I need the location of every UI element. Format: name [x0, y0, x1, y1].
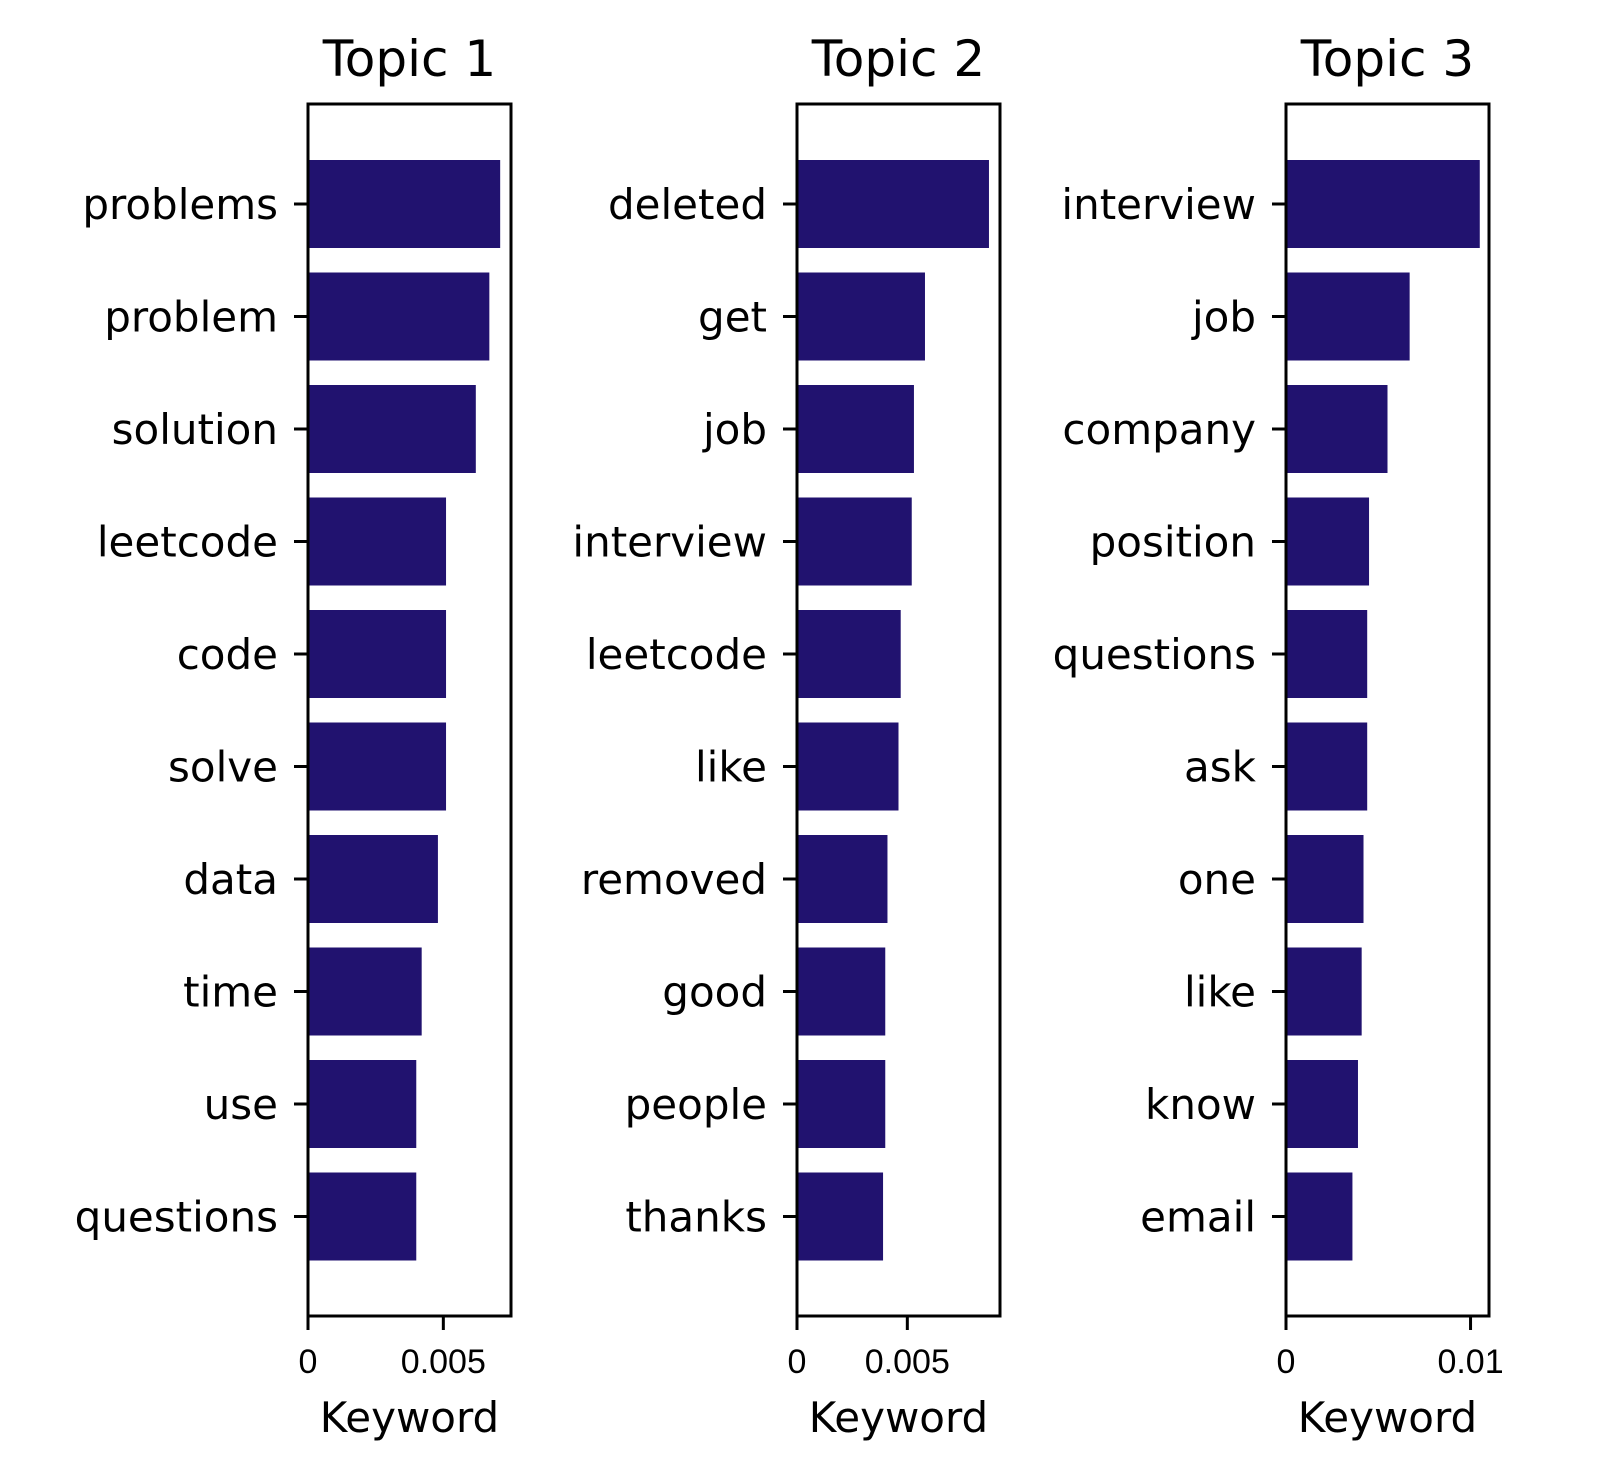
bar-ask — [1286, 722, 1368, 811]
category-label: questions — [75, 1193, 278, 1242]
bar-time — [308, 947, 422, 1036]
bar-solve — [308, 722, 447, 811]
bar-solution — [308, 385, 476, 473]
bar-problem — [308, 272, 490, 361]
plot-frame — [795, 102, 1002, 1318]
plot-frame — [1284, 102, 1491, 1318]
category-label: company — [1062, 405, 1256, 454]
category-label: thanks — [625, 1193, 767, 1242]
x-axis-label: Keyword — [809, 1393, 988, 1442]
category-label: people — [625, 1080, 767, 1129]
x-tick-label: 0.005 — [401, 1343, 486, 1381]
panel-title: Topic 1 — [322, 30, 496, 88]
plot-frame — [306, 102, 513, 1318]
x-tick-label: 0.01 — [1437, 1343, 1503, 1381]
category-label: leetcode — [97, 518, 278, 567]
bar-position — [1286, 497, 1370, 586]
x-tick-label: 0 — [788, 1343, 807, 1381]
category-label: job — [702, 405, 767, 454]
bar-code — [308, 610, 447, 698]
bar-interview — [1286, 160, 1480, 248]
bar-data — [308, 835, 438, 923]
bar-problems — [308, 160, 501, 248]
category-label: leetcode — [586, 630, 767, 679]
category-label: data — [183, 855, 278, 904]
category-label: one — [1178, 855, 1256, 904]
bar-email — [1286, 1172, 1353, 1261]
bar-use — [308, 1060, 417, 1148]
x-axis-label: Keyword — [1298, 1393, 1477, 1442]
category-label: solve — [168, 743, 278, 792]
bar-know — [1286, 1060, 1358, 1148]
category-label: code — [177, 630, 278, 679]
category-label: like — [1184, 968, 1256, 1017]
category-label: interview — [1061, 180, 1256, 229]
bar-interview — [797, 497, 912, 586]
bar-thanks — [797, 1172, 884, 1261]
category-label: removed — [581, 855, 767, 904]
bar-job — [1286, 272, 1410, 361]
category-label: email — [1140, 1193, 1256, 1242]
category-label: time — [183, 968, 278, 1017]
bar-questions — [1286, 610, 1368, 698]
category-label: like — [695, 743, 767, 792]
x-tick-label: 0 — [1277, 1343, 1296, 1381]
category-label: solution — [112, 405, 278, 454]
category-label: problem — [104, 293, 278, 342]
x-tick-label: 0.005 — [865, 1343, 950, 1381]
category-label: good — [662, 968, 767, 1017]
category-label: interview — [572, 518, 767, 567]
bar-get — [797, 272, 925, 361]
bar-like — [797, 722, 899, 811]
bar-like — [1286, 947, 1362, 1036]
bar-removed — [797, 835, 888, 923]
category-label: deleted — [608, 180, 767, 229]
category-label: ask — [1184, 743, 1257, 792]
bar-deleted — [797, 160, 989, 248]
bar-job — [797, 385, 914, 473]
x-tick-label: 0 — [299, 1343, 318, 1381]
category-label: position — [1090, 518, 1256, 567]
bar-people — [797, 1060, 886, 1148]
x-axis-label: Keyword — [320, 1393, 499, 1442]
bar-one — [1286, 835, 1364, 923]
category-label: get — [698, 293, 767, 342]
bar-good — [797, 947, 886, 1036]
panel-title: Topic 3 — [1300, 30, 1474, 88]
category-label: know — [1145, 1080, 1256, 1129]
category-label: problems — [82, 180, 278, 229]
category-label: questions — [1053, 630, 1256, 679]
bar-questions — [308, 1172, 417, 1261]
bar-company — [1286, 385, 1388, 473]
category-label: use — [204, 1080, 278, 1129]
bar-leetcode — [797, 610, 901, 698]
bar-leetcode — [308, 497, 447, 586]
panel-title: Topic 2 — [811, 30, 985, 88]
category-label: job — [1191, 293, 1256, 342]
